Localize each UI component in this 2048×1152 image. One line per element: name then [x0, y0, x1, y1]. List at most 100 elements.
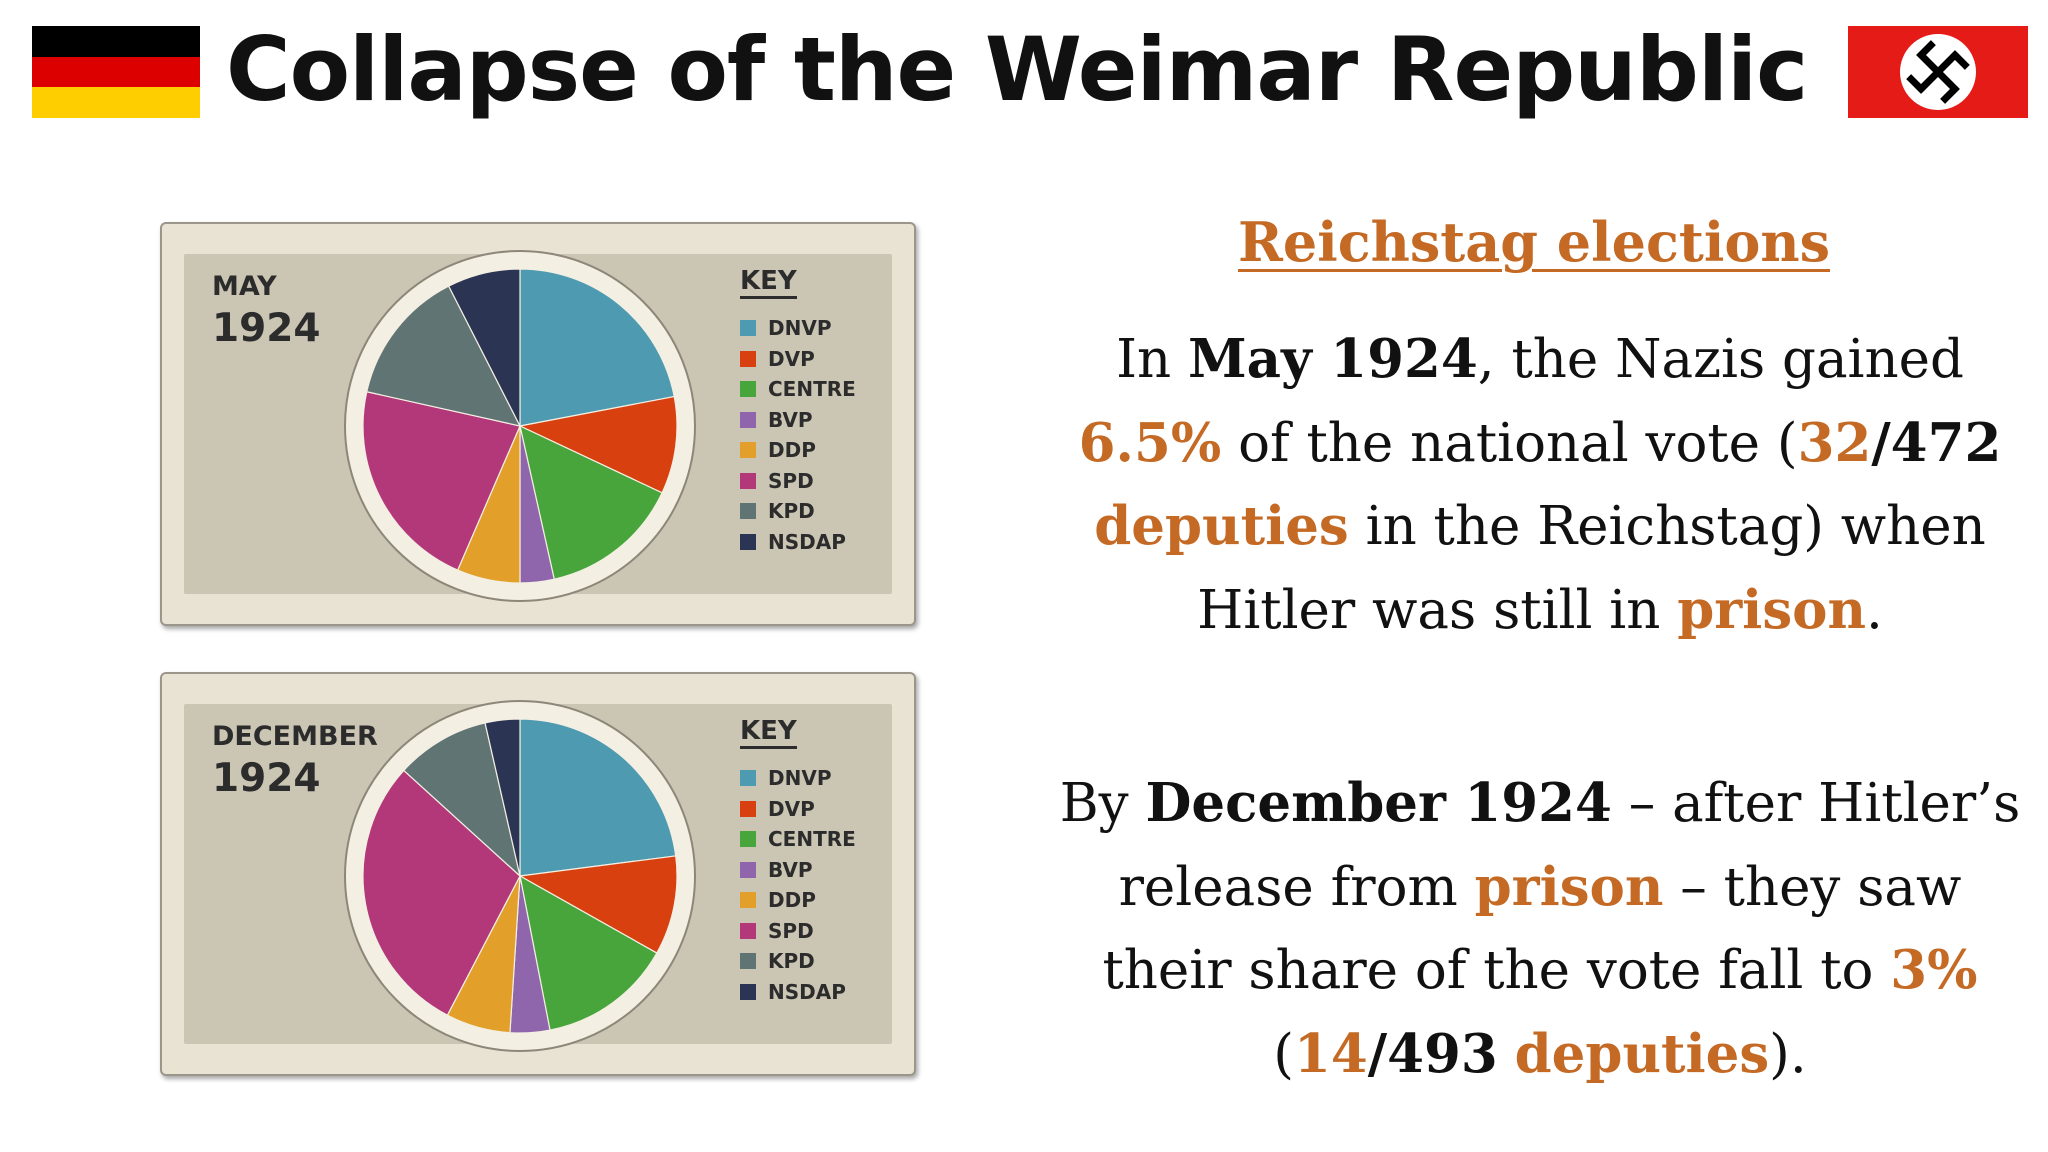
- section-heading: Reichstag elections: [1237, 210, 1831, 274]
- chart-key: KEY DNVP DVP CENTRE BVP DDP SPD KPD NSDAP: [740, 266, 921, 557]
- pie-slice-kpd: [366, 285, 522, 427]
- key-swatch: [740, 381, 756, 397]
- text-run: – they saw their share of the vote fall …: [1102, 856, 1962, 1002]
- key-swatch: [740, 503, 756, 519]
- text-run: in the Reichstag) when Hitler was still …: [1197, 496, 1986, 641]
- pie-slice-dnvp: [519, 268, 675, 427]
- pie-slice-dnvp: [519, 718, 677, 877]
- key-label: DDP: [768, 438, 816, 462]
- key-label: CENTRE: [768, 377, 856, 401]
- key-swatch: [740, 800, 756, 817]
- text-run-bold: /493: [1367, 1022, 1498, 1085]
- chart-label: DECEMBER 1924: [212, 718, 378, 802]
- text-run-bold: May 1924: [1188, 328, 1478, 390]
- key-label: DVP: [768, 346, 815, 371]
- key-item-kpd: KPD: [740, 946, 921, 977]
- pie-slice-nsdap: [484, 718, 521, 877]
- chart-card-december-1924: DECEMBER 1924 KEY DNVP DVP CENTRE BVP DDP SPD…: [160, 672, 916, 1076]
- text-run: (: [1273, 1023, 1294, 1085]
- german-flag-icon: [32, 26, 200, 119]
- chart-label-year: 1924: [212, 306, 321, 351]
- nazi-flag-icon: [1848, 26, 2028, 118]
- key-item-bvp: BVP: [740, 855, 921, 886]
- chart-label: MAY 1924: [212, 268, 321, 352]
- text-run: By: [1059, 773, 1146, 834]
- key-label: KPD: [768, 949, 815, 973]
- key-swatch: [740, 861, 756, 878]
- key-swatch: [740, 953, 756, 969]
- key-item-dvp: DVP: [740, 794, 921, 825]
- pie-slice-centre: [519, 424, 663, 580]
- key-label: KPD: [768, 499, 815, 523]
- key-label: DNVP: [768, 316, 832, 340]
- key-item-centre: CENTRE: [740, 374, 921, 405]
- key-swatch: [740, 533, 756, 550]
- pie-slice-kpd: [402, 722, 522, 878]
- chart-label-year: 1924: [212, 756, 321, 801]
- text-run-highlight: deputies: [1514, 1022, 1770, 1085]
- pie-slice-spd: [362, 769, 521, 1017]
- key-item-nsdap: NSDAP: [740, 977, 921, 1008]
- key-title: KEY: [740, 266, 797, 299]
- paragraph-december-1924: By December 1924 – after Hitler’s releas…: [1050, 762, 2030, 1096]
- text-run-bold: /472: [1871, 411, 2002, 474]
- key-item-spd: SPD: [740, 916, 921, 947]
- key-list: DNVP DVP CENTRE BVP DDP SPD KPD NSDAP: [740, 763, 921, 1007]
- key-list: DNVP DVP CENTRE BVP DDP SPD KPD NSDAP: [740, 313, 921, 557]
- text-run: of the national vote (: [1221, 412, 1798, 474]
- key-label: NSDAP: [768, 529, 846, 554]
- key-item-ddp: DDP: [740, 435, 921, 466]
- chart-card-may-1924: MAY 1924 KEY DNVP DVP CENTRE BVP DDP SPD KPD NS…: [160, 222, 916, 626]
- key-swatch: [740, 411, 756, 428]
- key-swatch: [740, 892, 756, 908]
- chart-label-month: MAY: [212, 271, 277, 302]
- text-run-highlight: 32: [1797, 411, 1872, 474]
- key-swatch: [740, 831, 756, 847]
- key-label: SPD: [768, 918, 814, 943]
- key-swatch: [740, 350, 756, 367]
- key-item-nsdap: NSDAP: [740, 527, 921, 558]
- pie-chart-december-1924: [344, 700, 696, 1052]
- key-item-spd: SPD: [740, 466, 921, 497]
- key-item-bvp: BVP: [740, 405, 921, 436]
- page-title: Collapse of the Weimar Republic: [226, 18, 1808, 121]
- text-run: – after Hitler’s release from: [1118, 773, 2021, 918]
- key-item-ddp: DDP: [740, 885, 921, 916]
- key-label: DVP: [768, 796, 815, 821]
- text-run-highlight: prison: [1474, 855, 1664, 918]
- key-swatch: [740, 442, 756, 458]
- text-run: In: [1116, 329, 1188, 390]
- key-swatch: [740, 922, 756, 939]
- text-run-highlight: 3%: [1890, 939, 1978, 1001]
- paragraph-may-1924: In May 1924, the Nazis gained 6.5% of th…: [1050, 318, 2030, 652]
- pie-slice-centre: [519, 874, 658, 1031]
- key-swatch: [740, 983, 756, 1000]
- text-run: .: [1866, 579, 1883, 641]
- key-swatch: [740, 472, 756, 489]
- key-item-kpd: KPD: [740, 496, 921, 527]
- text-run-bold: December 1924: [1145, 772, 1612, 834]
- text-run-highlight: 6.5%: [1078, 411, 1222, 474]
- key-title: KEY: [740, 716, 797, 749]
- key-item-dnvp: DNVP: [740, 763, 921, 794]
- pie-slice-nsdap: [447, 268, 521, 427]
- pie-chart-may-1924: [344, 250, 696, 602]
- pie-slice-dvp: [518, 395, 678, 494]
- key-label: CENTRE: [768, 827, 856, 851]
- text-run: , the Nazis gained: [1477, 329, 1964, 390]
- key-item-centre: CENTRE: [740, 824, 921, 855]
- text-run: [1498, 1024, 1515, 1085]
- key-swatch: [740, 320, 756, 336]
- key-label: DDP: [768, 888, 816, 912]
- pie-slice-dvp: [518, 855, 678, 954]
- key-label: NSDAP: [768, 979, 846, 1004]
- chart-label-month: DECEMBER: [212, 721, 378, 752]
- key-label: BVP: [768, 407, 813, 432]
- key-item-dvp: DVP: [740, 344, 921, 375]
- text-run-highlight: 14: [1293, 1022, 1368, 1085]
- pie-slice-spd: [362, 391, 521, 571]
- key-label: SPD: [768, 468, 814, 493]
- key-label: DNVP: [768, 766, 832, 790]
- text-run-highlight: prison: [1677, 578, 1867, 641]
- key-label: BVP: [768, 857, 813, 882]
